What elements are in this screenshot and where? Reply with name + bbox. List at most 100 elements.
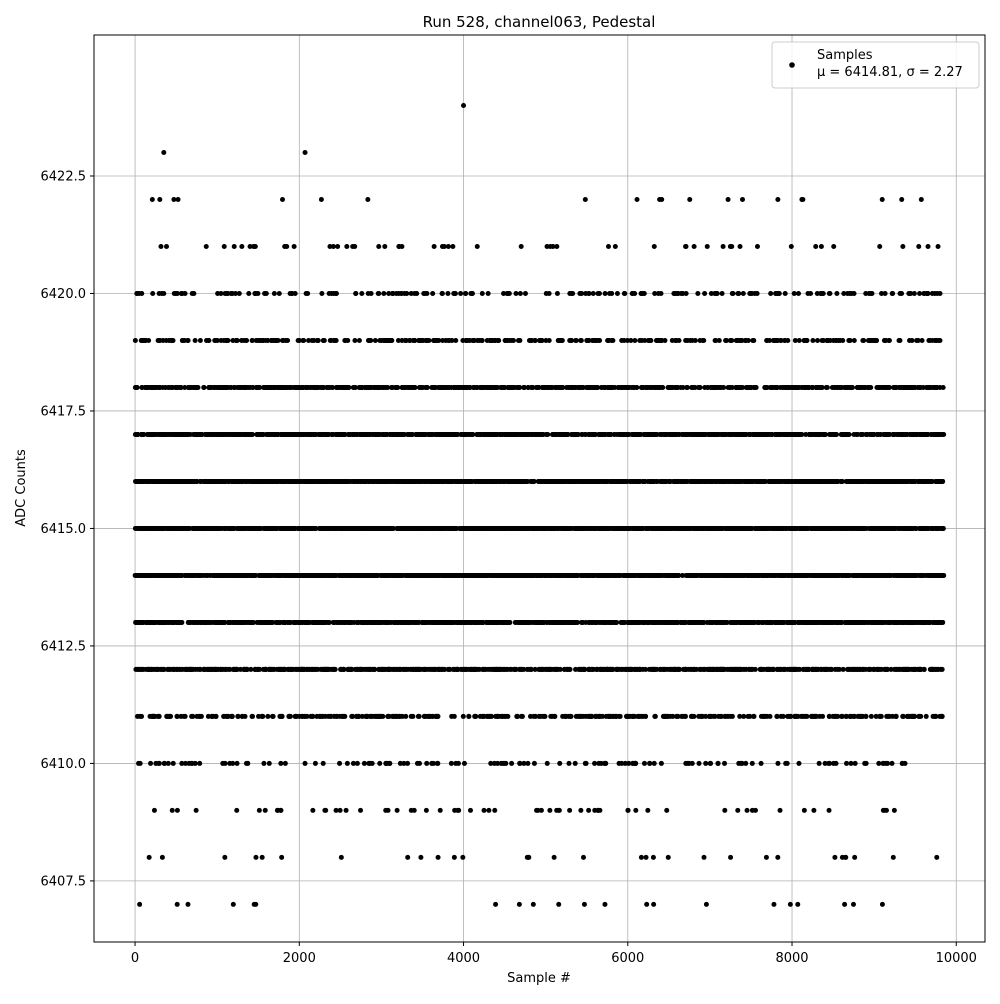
data-point [866,667,871,672]
data-point [769,620,774,625]
data-point [210,667,215,672]
data-point [133,620,138,625]
data-point [804,620,809,625]
data-point [339,855,344,860]
data-point [477,620,482,625]
data-point [570,573,575,578]
data-point [439,573,444,578]
data-point [214,620,219,625]
data-point [192,573,197,578]
data-point [643,573,648,578]
data-point [500,714,505,719]
data-point [855,667,860,672]
data-point [708,761,713,766]
data-point [796,573,801,578]
data-point [145,620,150,625]
data-point [800,714,805,719]
data-point [636,573,641,578]
data-point [599,667,604,672]
data-point [652,620,657,625]
data-point [632,714,637,719]
data-point [879,714,884,719]
data-point [891,855,896,860]
data-point [344,808,349,813]
data-point [138,620,143,625]
data-point [751,714,756,719]
data-point [689,667,694,672]
data-point [881,808,886,813]
data-point [218,667,223,672]
data-point [133,667,138,672]
data-point [268,573,273,578]
data-point [865,573,870,578]
data-point [532,761,537,766]
data-point [646,620,651,625]
data-point [468,808,473,813]
data-point [235,714,240,719]
data-point [452,808,457,813]
data-point [870,573,875,578]
data-point [751,573,756,578]
data-point [587,620,592,625]
data-point [924,714,929,719]
data-point [664,620,669,625]
data-point [309,667,314,672]
data-point [452,714,457,719]
data-point [476,573,481,578]
data-point [545,761,550,766]
data-point [724,714,729,719]
data-point [540,620,545,625]
data-point [185,667,190,672]
data-point [488,761,493,766]
data-point [218,573,223,578]
data-point [175,808,180,813]
data-point [626,667,631,672]
data-point [429,667,434,672]
data-point [875,667,880,672]
data-point [518,573,523,578]
data-point [714,620,719,625]
data-point [157,714,162,719]
data-point [181,714,186,719]
data-point [728,714,733,719]
data-point [849,714,854,719]
data-point [643,714,648,719]
data-point [518,761,523,766]
data-point [833,761,838,766]
data-point [578,808,583,813]
data-point [537,667,542,672]
data-point [451,573,456,578]
data-point [626,714,631,719]
data-point [938,620,943,625]
data-point [843,855,848,860]
data-point [717,573,722,578]
data-point [498,667,503,672]
data-point [297,620,302,625]
data-point [279,855,284,860]
data-point [424,761,429,766]
data-point [721,667,726,672]
data-point [431,761,436,766]
data-point [501,761,506,766]
data-point [464,667,469,672]
data-point [193,667,198,672]
data-point [921,573,926,578]
data-point [639,714,644,719]
data-point [337,761,342,766]
data-point [626,620,631,625]
data-point [427,620,432,625]
data-point [633,808,638,813]
data-point [466,714,471,719]
data-point [525,855,530,860]
data-point [177,667,182,672]
data-point [727,573,732,578]
data-point [392,714,397,719]
data-point [826,620,831,625]
data-point [233,573,238,578]
data-point [525,761,530,766]
data-point [350,714,355,719]
data-point [395,808,400,813]
data-point [710,573,715,578]
data-point [871,667,876,672]
data-point [174,714,179,719]
